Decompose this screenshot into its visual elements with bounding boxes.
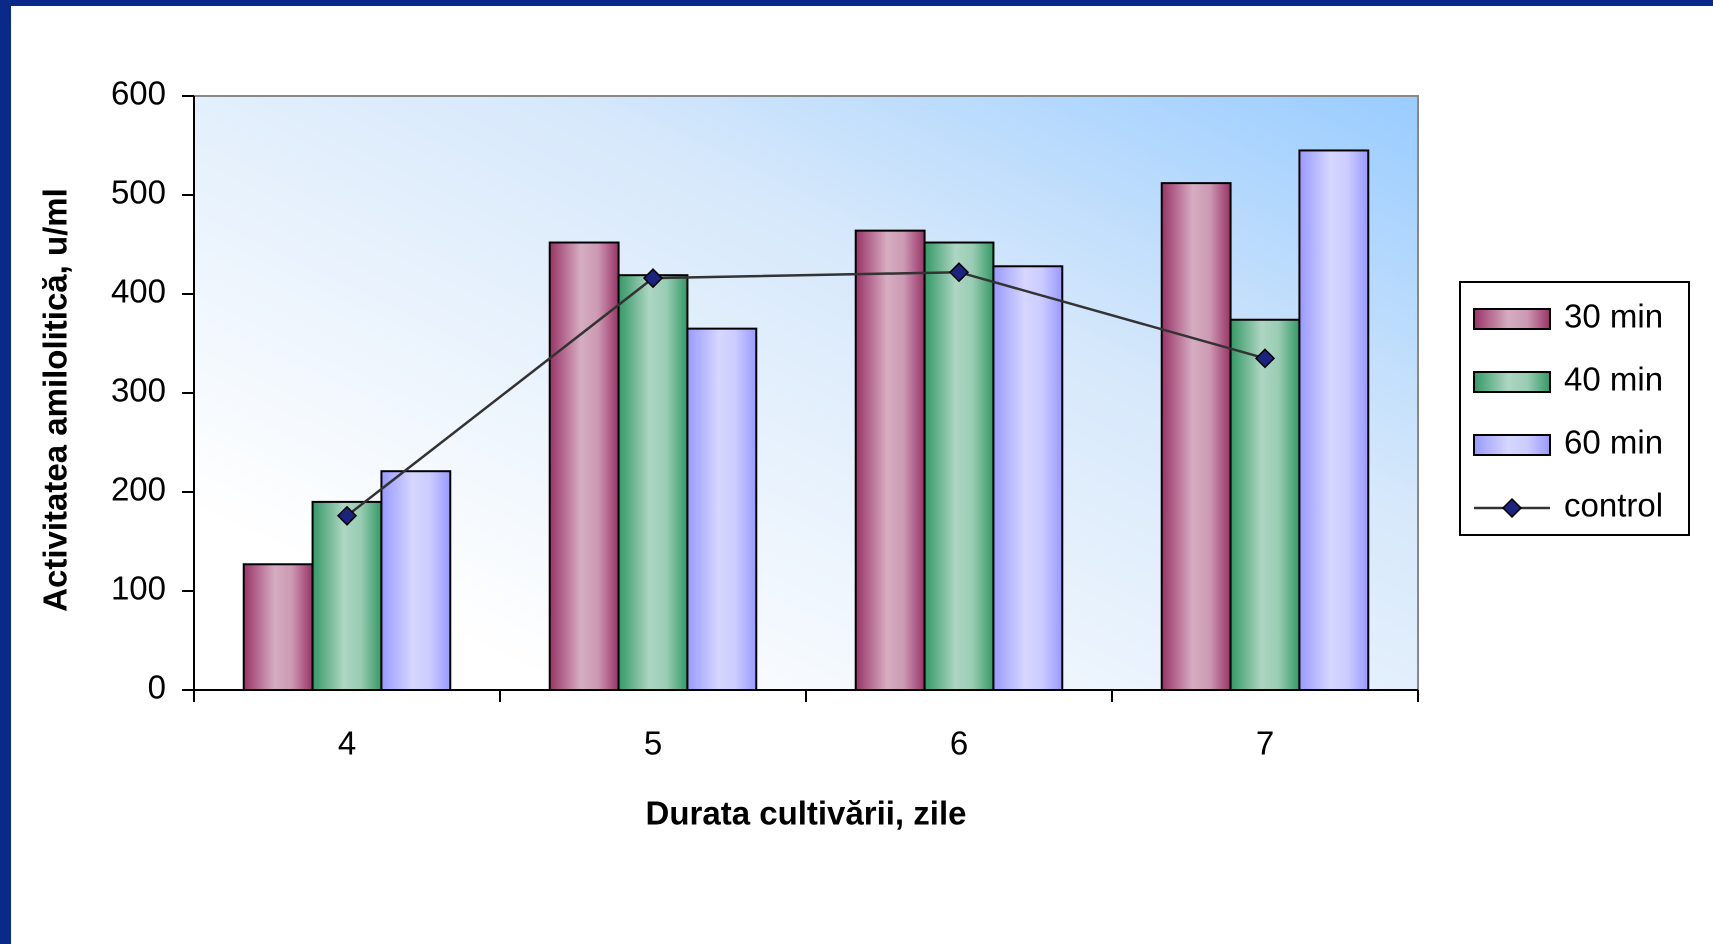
line	[346, 270, 1266, 517]
bar	[548, 241, 620, 692]
x-tick-label: 6	[950, 725, 968, 762]
legend-box	[1459, 281, 1690, 536]
y-tick-label: 300	[111, 372, 166, 409]
y-tick-label: 200	[111, 471, 166, 508]
y-tick-label: 100	[111, 570, 166, 607]
legend-marker	[1501, 497, 1523, 519]
bar	[1160, 182, 1232, 691]
legend-label: 60 min	[1564, 424, 1663, 461]
bar	[686, 327, 758, 691]
legend-swatch	[1473, 371, 1551, 393]
bar	[311, 500, 383, 691]
y-tick-label: 0	[148, 669, 166, 706]
bar	[854, 229, 926, 691]
bar	[1298, 149, 1370, 691]
marker	[1254, 348, 1276, 369]
y-tick-label: 500	[111, 174, 166, 211]
bar	[992, 265, 1064, 691]
frame-top	[0, 0, 1713, 6]
marker	[336, 505, 358, 526]
legend-swatch	[1473, 308, 1551, 330]
y-tick-label: 600	[111, 75, 166, 112]
y-axis-label: Activitatea amilolitică, u/ml	[37, 188, 74, 612]
bar	[617, 274, 689, 691]
x-axis-label: Durata cultivării, zile	[646, 795, 967, 832]
legend-label: control	[1564, 487, 1663, 524]
bar	[380, 470, 452, 691]
legend-label: 40 min	[1564, 361, 1663, 398]
bar	[242, 563, 314, 692]
y-tick-label: 400	[111, 273, 166, 310]
legend-swatch	[1473, 434, 1551, 456]
x-tick-label: 7	[1256, 725, 1274, 762]
x-tick-label: 5	[644, 725, 662, 762]
x-tick-label: 4	[338, 725, 356, 762]
frame-left	[0, 0, 11, 944]
legend-label: 30 min	[1564, 298, 1663, 335]
marker	[948, 262, 970, 283]
marker	[642, 268, 664, 289]
bar	[923, 241, 995, 692]
bar	[1229, 318, 1301, 691]
